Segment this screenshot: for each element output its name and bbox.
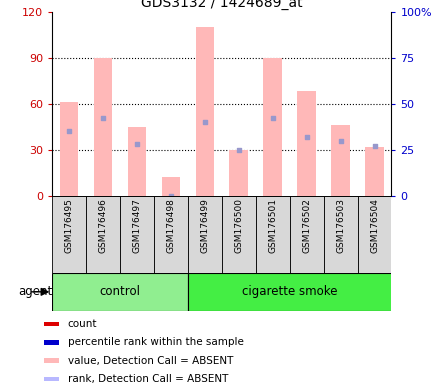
Point	[235, 147, 242, 153]
Bar	[43, 377, 59, 381]
Bar	[331, 125, 349, 196]
Point	[370, 143, 377, 149]
Bar	[43, 322, 59, 326]
Text: GSM176501: GSM176501	[268, 198, 276, 253]
Bar	[187, 273, 391, 311]
Bar	[52, 196, 86, 273]
Bar	[161, 177, 180, 196]
Bar	[154, 196, 187, 273]
Text: GSM176499: GSM176499	[200, 198, 209, 253]
Bar	[52, 273, 187, 311]
Bar	[221, 196, 255, 273]
Bar	[297, 91, 315, 196]
Text: GSM176498: GSM176498	[166, 198, 175, 253]
Bar	[323, 196, 357, 273]
Text: control: control	[99, 285, 140, 298]
Bar	[86, 196, 120, 273]
Text: value, Detection Call = ABSENT: value, Detection Call = ABSENT	[68, 356, 233, 366]
Text: rank, Detection Call = ABSENT: rank, Detection Call = ABSENT	[68, 374, 228, 384]
Bar	[43, 359, 59, 363]
Point	[302, 134, 309, 140]
Title: GDS3132 / 1424689_at: GDS3132 / 1424689_at	[141, 0, 302, 10]
Text: GSM176500: GSM176500	[234, 198, 243, 253]
Bar	[365, 147, 383, 196]
Point	[336, 137, 343, 144]
Point	[167, 193, 174, 199]
Text: GSM176502: GSM176502	[302, 198, 310, 253]
Text: cigarette smoke: cigarette smoke	[241, 285, 337, 298]
Bar	[43, 340, 59, 344]
Text: GSM176495: GSM176495	[65, 198, 73, 253]
Text: GSM176497: GSM176497	[132, 198, 141, 253]
Bar	[263, 58, 281, 196]
Bar	[357, 196, 391, 273]
Text: GSM176504: GSM176504	[369, 198, 378, 253]
Text: GSM176503: GSM176503	[335, 198, 344, 253]
Bar	[94, 58, 112, 196]
Point	[66, 128, 72, 134]
Bar	[255, 196, 289, 273]
Text: GSM176496: GSM176496	[99, 198, 107, 253]
Point	[269, 115, 276, 121]
Text: count: count	[68, 319, 97, 329]
Text: agent: agent	[18, 285, 52, 298]
Text: percentile rank within the sample: percentile rank within the sample	[68, 338, 243, 348]
Point	[133, 141, 140, 147]
Bar	[195, 27, 214, 196]
Point	[201, 119, 208, 125]
Bar	[128, 127, 146, 196]
Point	[99, 115, 106, 121]
Bar	[229, 150, 247, 196]
Bar	[60, 102, 78, 196]
Bar	[120, 196, 154, 273]
Bar	[187, 196, 221, 273]
Bar	[289, 196, 323, 273]
